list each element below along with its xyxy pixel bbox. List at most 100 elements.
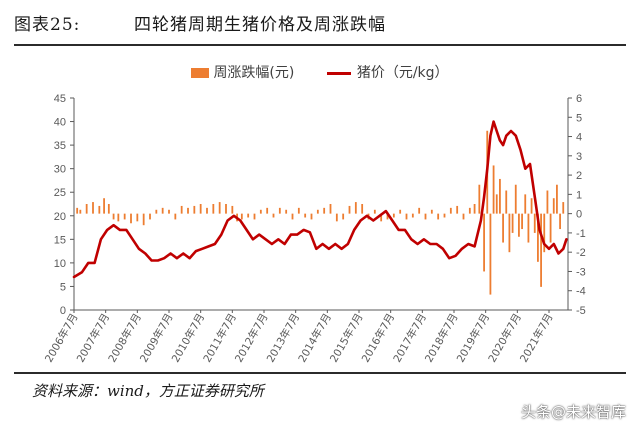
weekly-change-bar: [199, 204, 202, 214]
weekly-change-bar: [304, 213, 307, 218]
weekly-change-bar: [511, 213, 514, 233]
weekly-change-bar: [361, 204, 364, 214]
weekly-change-bar: [342, 213, 345, 220]
weekly-change-bar: [449, 207, 452, 214]
right-y-tick-label: -4: [576, 286, 586, 298]
left-y-tick-label: 10: [54, 258, 66, 270]
weekly-change-bar: [187, 207, 189, 214]
weekly-change-bar: [462, 213, 465, 220]
weekly-change-bar: [272, 213, 275, 218]
weekly-change-bar: [502, 213, 504, 243]
weekly-change-bar: [354, 202, 357, 214]
weekly-change-bar: [483, 213, 485, 272]
weekly-change-bar: [478, 184, 481, 214]
legend-label-hog-price: 猪价（元/kg）: [356, 65, 449, 81]
weekly-change-bar: [430, 209, 433, 214]
weekly-change-bar: [437, 213, 440, 220]
weekly-change-bar: [142, 213, 145, 226]
left-y-tick-label: 30: [54, 164, 66, 176]
legend-item-hog-price: 猪价（元/kg）: [326, 62, 449, 82]
weekly-change-bar: [174, 213, 177, 220]
right-y-tick-label: 3: [576, 151, 582, 163]
weekly-change-bar: [473, 204, 476, 214]
weekly-change-bar: [499, 178, 501, 214]
weekly-change-bar: [518, 213, 520, 237]
right-y-tick-label: 1: [576, 189, 582, 201]
hog-price-line: [72, 120, 568, 279]
legend-swatch-bar: [191, 68, 210, 78]
weekly-change-bar: [310, 213, 313, 220]
right-y-tick-label: -2: [576, 247, 586, 259]
weekly-change-bar: [225, 204, 227, 214]
weekly-change-bar: [508, 213, 511, 253]
right-y-tick-label: 5: [576, 112, 582, 124]
weekly-change-bar: [316, 209, 319, 214]
source-divider: [14, 372, 626, 374]
left-y-tick-label: 15: [54, 234, 66, 246]
weekly-change-bar: [297, 207, 300, 214]
weekly-change-bar: [206, 207, 208, 214]
weekly-change-bar: [136, 213, 139, 222]
weekly-change-bar: [218, 202, 221, 214]
weekly-change-bar: [492, 165, 495, 214]
weekly-change-bar: [468, 207, 471, 214]
weekly-change-bar: [240, 213, 243, 220]
weekly-change-bar: [103, 198, 105, 214]
weekly-change-bar: [266, 207, 269, 214]
weekly-change-bar: [259, 209, 262, 214]
left-y-tick-label: 20: [54, 211, 66, 223]
source-note: 资料来源：wind，方正证券研究所: [32, 382, 264, 400]
right-y-tick-label: 4: [576, 132, 582, 144]
title-divider: [14, 44, 626, 46]
weekly-change-bar: [537, 213, 539, 262]
weekly-change-bar: [424, 213, 427, 220]
weekly-change-bar: [278, 207, 281, 214]
weekly-change-bar: [149, 213, 151, 220]
figure-title: 图表25: 四轮猪周期生猪价格及周涨跌幅: [14, 10, 386, 35]
weekly-change-bar: [380, 213, 383, 222]
left-y-tick-label: 45: [54, 93, 66, 105]
weekly-change-bar: [107, 204, 110, 214]
weekly-change-bar: [76, 207, 79, 214]
weekly-change-bar: [231, 205, 234, 214]
weekly-change-bar: [399, 209, 402, 214]
weekly-change-bar: [546, 190, 549, 214]
weekly-change-bar: [329, 204, 332, 214]
weekly-change-bar: [155, 209, 158, 214]
weekly-change-bar: [123, 213, 126, 220]
weekly-change-bar: [443, 213, 446, 218]
left-y-tick-label: 5: [60, 281, 66, 293]
weekly-change-bar: [348, 205, 351, 214]
left-y-tick-label: 35: [54, 140, 66, 152]
weekly-change-bar: [117, 213, 120, 222]
weekly-change-bar: [533, 213, 536, 233]
left-y-tick-label: 0: [60, 305, 66, 317]
weekly-change-bar: [247, 213, 250, 218]
right-y-tick-label: -5: [576, 305, 586, 317]
weekly-change-bar: [85, 204, 88, 214]
weekly-change-bar: [130, 213, 132, 224]
weekly-change-bar: [323, 207, 326, 214]
weekly-change-bar: [253, 213, 256, 220]
right-y-tick-label: -1: [576, 228, 586, 240]
weekly-change-bar: [530, 198, 533, 214]
legend-swatch-line: [326, 71, 351, 75]
weekly-change-bar: [180, 205, 183, 214]
weekly-change-bar: [92, 202, 94, 214]
weekly-change-bar: [373, 209, 376, 214]
weekly-change-bar: [495, 194, 498, 214]
weekly-change-bar: [549, 213, 552, 243]
weekly-change-bar: [411, 213, 414, 218]
weekly-change-bar: [521, 213, 523, 230]
right-y-tick-label: -3: [576, 266, 586, 278]
weekly-change-bar: [112, 213, 115, 220]
weekly-change-bar: [168, 209, 170, 214]
chart-legend: 周涨跌幅(元) 猪价（元/kg）: [0, 62, 640, 82]
weekly-change-bar: [161, 207, 164, 214]
weekly-change-bar: [489, 213, 492, 295]
legend-label-weekly-change: 周涨跌幅(元): [213, 65, 295, 81]
watermark-text: 头条@未来智库: [520, 403, 626, 421]
weekly-change-bar: [543, 213, 546, 253]
left-y-tick-label: 25: [54, 187, 66, 199]
